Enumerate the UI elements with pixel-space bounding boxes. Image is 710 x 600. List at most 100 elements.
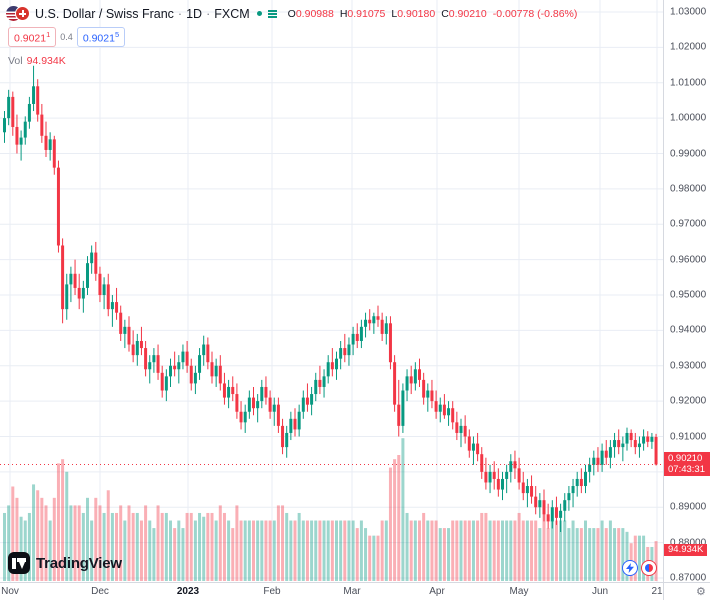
volume-bar xyxy=(297,512,301,581)
candle-body xyxy=(654,436,658,465)
gear-icon[interactable]: ⚙ xyxy=(696,586,706,598)
candle-body xyxy=(61,245,65,310)
candle-body xyxy=(73,273,77,288)
candle-body xyxy=(509,461,513,472)
buy-price-button[interactable]: 0.90215 xyxy=(76,27,126,47)
volume-bar xyxy=(563,520,567,581)
bar-countdown: 07:43:31 xyxy=(668,464,705,476)
volume-bar xyxy=(359,520,363,581)
candle-body xyxy=(106,284,110,310)
candle-body xyxy=(359,326,363,341)
volume-bar xyxy=(61,459,65,581)
candle-body xyxy=(567,493,571,501)
volume-bar xyxy=(542,512,546,581)
symbol-title[interactable]: U.S. Dollar / Swiss Franc xyxy=(35,6,174,21)
volume-bar xyxy=(44,505,48,581)
volume-bar xyxy=(185,512,189,581)
volume-bar xyxy=(202,516,206,581)
candle-body xyxy=(447,408,451,416)
candle-body xyxy=(185,351,189,366)
volume-bar xyxy=(413,520,417,581)
volume-bar xyxy=(642,535,646,581)
volume-bar xyxy=(430,520,434,581)
volume-bar xyxy=(625,531,629,581)
sell-price-button[interactable]: 0.90211 xyxy=(8,27,57,47)
volume-bar xyxy=(488,520,492,581)
volume-bar xyxy=(567,528,571,581)
currency-pair-icon xyxy=(6,6,31,21)
volume-bar xyxy=(40,497,44,581)
time-axis[interactable]: ⚙ Nov Dec 2023 Feb Mar Apr May Jun 21 xyxy=(0,582,710,600)
volume-bar xyxy=(588,528,592,581)
candle-body xyxy=(617,440,621,448)
volume-bar xyxy=(451,520,455,581)
price-axis-label: 1.00000 xyxy=(670,112,707,124)
candle-body xyxy=(189,365,193,384)
candle-body xyxy=(119,312,123,334)
volume-bar xyxy=(227,520,231,581)
volume-bar xyxy=(496,520,500,581)
volume-bar xyxy=(476,520,480,581)
volume-bar xyxy=(579,528,583,581)
candle-body xyxy=(372,316,376,324)
candle-body xyxy=(23,121,27,138)
lightning-boost-icon[interactable] xyxy=(622,560,638,576)
volume-bar xyxy=(177,520,181,581)
paper-trading-icon[interactable] xyxy=(641,560,657,576)
tradingview-logo[interactable]: TradingView xyxy=(8,552,122,574)
volume-bar xyxy=(343,520,347,581)
ohlc-change: -0.00778 (-0.86%) xyxy=(492,7,578,20)
exchange-label[interactable]: FXCM xyxy=(214,6,250,21)
volume-bar xyxy=(517,512,521,581)
candle-body xyxy=(206,344,210,363)
volume-bar xyxy=(438,528,442,581)
candle-body xyxy=(260,386,264,402)
time-axis-label: Feb xyxy=(263,586,281,597)
volume-bar xyxy=(90,520,94,581)
price-axis-label: 0.92000 xyxy=(670,395,707,407)
volume-bar xyxy=(285,512,289,581)
volume-bar xyxy=(239,520,243,581)
volume-bar xyxy=(509,520,513,581)
volume-bar xyxy=(218,505,222,581)
price-axis-label: 0.95000 xyxy=(670,289,707,301)
candle-body xyxy=(455,422,459,433)
volume-bar xyxy=(571,520,575,581)
candle-body xyxy=(15,126,19,145)
candle-body xyxy=(521,482,525,494)
candle-body xyxy=(285,432,289,448)
volume-bar xyxy=(243,520,247,581)
candle-body xyxy=(40,114,44,136)
price-axis-label: 0.89000 xyxy=(670,501,707,513)
volume-bar xyxy=(397,455,401,581)
tradingview-logo-icon xyxy=(8,552,30,574)
candle-body xyxy=(471,443,475,451)
current-price-tag: 0.90210 07:43:31 xyxy=(664,452,710,477)
candle-body xyxy=(281,425,285,448)
volume-bar xyxy=(56,463,60,581)
interval-label[interactable]: 1D xyxy=(186,6,203,21)
axis-corner-divider xyxy=(663,583,664,600)
price-axis-label: 1.01000 xyxy=(670,77,707,89)
ohlc-close: C0.90210 xyxy=(441,7,487,20)
volume-bar xyxy=(434,520,438,581)
volume-bar xyxy=(119,505,123,581)
indicator-list-icon[interactable] xyxy=(267,12,277,15)
price-axis[interactable]: 0.90210 07:43:31 94.934K 1.03000 1.02000 1… xyxy=(663,0,710,584)
volume-bar xyxy=(135,512,139,581)
candle-body xyxy=(202,344,206,356)
price-axis-label: 0.94000 xyxy=(670,324,707,336)
volume-bar xyxy=(268,520,272,581)
volume-bar xyxy=(405,512,409,581)
candle-body xyxy=(418,369,421,380)
candlestick-plot-area[interactable] xyxy=(0,0,663,582)
candle-body xyxy=(376,316,380,320)
candle-body xyxy=(442,404,446,416)
time-axis-label: Dec xyxy=(91,586,109,597)
candle-body xyxy=(90,252,94,264)
candle-body xyxy=(637,443,641,448)
candle-body xyxy=(625,432,629,444)
volume-bar xyxy=(596,528,600,581)
candle-body xyxy=(413,369,417,384)
candle-body xyxy=(559,510,563,518)
